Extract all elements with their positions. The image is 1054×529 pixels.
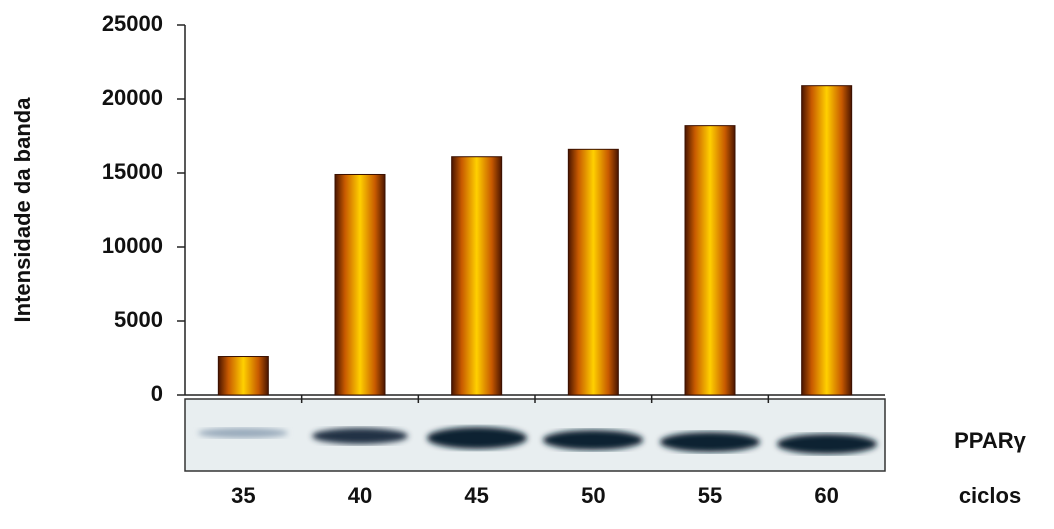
bar: [802, 86, 852, 395]
bar: [452, 157, 502, 395]
x-tick-label: 35: [231, 483, 255, 508]
x-tick-label: 55: [698, 483, 722, 508]
x-tick-label: 45: [464, 483, 488, 508]
y-tick-label: 15000: [102, 159, 163, 184]
y-tick-label: 0: [151, 381, 163, 406]
y-tick-label: 20000: [102, 85, 163, 110]
annotation: PPARγ: [954, 428, 1026, 453]
bar: [685, 126, 735, 395]
y-tick-label: 5000: [114, 307, 163, 332]
y-axis-label: Intensidade da banda: [10, 97, 35, 323]
x-tick-label: 40: [348, 483, 372, 508]
x-axis-label: ciclos: [959, 483, 1021, 508]
x-tick-label: 60: [814, 483, 838, 508]
gel-image: [185, 399, 885, 471]
y-tick-label: 10000: [102, 233, 163, 258]
bar: [218, 357, 268, 395]
y-tick-label: 25000: [102, 11, 163, 36]
bar: [335, 174, 385, 395]
x-tick-label: 50: [581, 483, 605, 508]
chart: Intensidade da banda PPARγ ciclos 0 5000 1…: [0, 0, 1054, 529]
bar: [568, 149, 618, 395]
